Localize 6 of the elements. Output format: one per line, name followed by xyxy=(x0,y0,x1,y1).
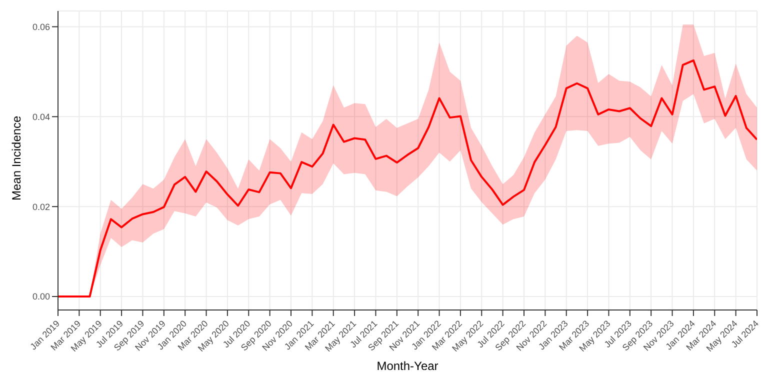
y-tick-label: 0.02 xyxy=(32,202,50,212)
y-tick-label: 0.04 xyxy=(32,112,50,122)
y-axis-title: Mean Incidence xyxy=(9,115,24,200)
x-axis-title: Month-Year xyxy=(376,359,438,373)
y-tick-label: 0.00 xyxy=(32,292,50,302)
y-tick-label: 0.06 xyxy=(32,22,50,32)
